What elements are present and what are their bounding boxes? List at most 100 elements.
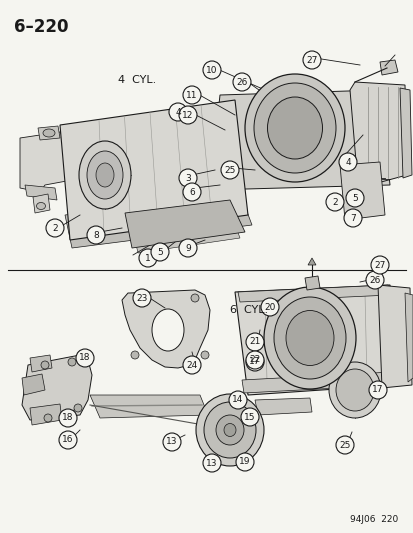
Ellipse shape — [244, 74, 344, 182]
Circle shape — [183, 86, 201, 104]
Circle shape — [139, 249, 157, 267]
Circle shape — [131, 351, 139, 359]
Ellipse shape — [43, 129, 55, 137]
Text: 23: 23 — [136, 294, 147, 303]
Circle shape — [190, 294, 199, 302]
Circle shape — [260, 298, 278, 316]
Text: 27: 27 — [373, 261, 385, 270]
Polygon shape — [25, 185, 57, 200]
Text: 18: 18 — [62, 414, 74, 423]
Polygon shape — [130, 205, 240, 253]
Text: 6  CYL.: 6 CYL. — [230, 305, 268, 315]
Text: 14: 14 — [232, 395, 243, 405]
Ellipse shape — [267, 97, 322, 159]
Polygon shape — [237, 285, 389, 302]
Text: 1: 1 — [145, 254, 150, 262]
Text: 7: 7 — [349, 214, 355, 222]
Polygon shape — [307, 258, 315, 265]
Text: 2: 2 — [331, 198, 337, 206]
Circle shape — [151, 243, 169, 261]
Text: 4  CYL.: 4 CYL. — [118, 75, 156, 85]
Circle shape — [59, 409, 77, 427]
Circle shape — [178, 169, 197, 187]
Polygon shape — [235, 285, 394, 395]
Text: 25: 25 — [339, 440, 350, 449]
Ellipse shape — [195, 394, 263, 466]
Ellipse shape — [335, 369, 373, 411]
Ellipse shape — [223, 424, 235, 437]
Circle shape — [178, 106, 197, 124]
Polygon shape — [404, 293, 412, 382]
Circle shape — [365, 271, 383, 289]
Circle shape — [68, 358, 76, 366]
Polygon shape — [349, 82, 406, 185]
Text: 5: 5 — [157, 247, 162, 256]
Circle shape — [136, 296, 144, 304]
Circle shape — [245, 351, 263, 369]
Ellipse shape — [36, 203, 45, 209]
Circle shape — [169, 103, 187, 121]
Text: 4: 4 — [175, 108, 180, 117]
Text: 9: 9 — [185, 244, 190, 253]
Text: 12: 12 — [182, 110, 193, 119]
Text: 2: 2 — [52, 223, 58, 232]
Polygon shape — [22, 355, 92, 420]
Text: 21: 21 — [249, 337, 260, 346]
Circle shape — [233, 73, 250, 91]
Text: 17: 17 — [249, 358, 260, 367]
Circle shape — [338, 153, 356, 171]
Circle shape — [345, 189, 363, 207]
Ellipse shape — [273, 297, 345, 379]
Circle shape — [46, 219, 64, 237]
Polygon shape — [339, 162, 384, 220]
Ellipse shape — [96, 163, 114, 187]
Text: 18: 18 — [79, 353, 90, 362]
Ellipse shape — [204, 402, 255, 458]
Circle shape — [76, 349, 94, 367]
Circle shape — [74, 404, 82, 412]
Text: 3: 3 — [185, 174, 190, 182]
Polygon shape — [399, 88, 411, 178]
Polygon shape — [254, 398, 311, 415]
Circle shape — [201, 351, 209, 359]
Ellipse shape — [87, 151, 123, 199]
Polygon shape — [242, 372, 394, 393]
Text: 16: 16 — [62, 435, 74, 445]
Text: 4: 4 — [344, 157, 350, 166]
Circle shape — [202, 61, 221, 79]
Ellipse shape — [152, 309, 183, 351]
Polygon shape — [125, 200, 244, 248]
Ellipse shape — [254, 83, 335, 173]
Text: 11: 11 — [186, 91, 197, 100]
Polygon shape — [122, 290, 209, 368]
Polygon shape — [209, 90, 389, 190]
Polygon shape — [30, 404, 62, 425]
Text: 20: 20 — [263, 303, 275, 311]
Circle shape — [202, 454, 221, 472]
Text: 94J06  220: 94J06 220 — [349, 515, 397, 524]
Circle shape — [228, 391, 247, 409]
Ellipse shape — [285, 311, 333, 366]
Circle shape — [245, 353, 263, 371]
Circle shape — [325, 193, 343, 211]
Ellipse shape — [328, 362, 380, 418]
Text: 26: 26 — [236, 77, 247, 86]
Ellipse shape — [263, 287, 355, 389]
Polygon shape — [38, 126, 60, 140]
Polygon shape — [90, 395, 207, 418]
Polygon shape — [65, 193, 252, 248]
Circle shape — [87, 226, 105, 244]
Circle shape — [370, 256, 388, 274]
Circle shape — [183, 356, 201, 374]
Text: 8: 8 — [93, 230, 99, 239]
Text: 6: 6 — [189, 188, 195, 197]
Text: 27: 27 — [306, 55, 317, 64]
Text: 19: 19 — [239, 457, 250, 466]
Text: 24: 24 — [186, 360, 197, 369]
Text: 26: 26 — [368, 276, 380, 285]
Circle shape — [343, 209, 361, 227]
Circle shape — [163, 433, 180, 451]
Text: 13: 13 — [206, 458, 217, 467]
Polygon shape — [30, 355, 52, 372]
Polygon shape — [379, 60, 397, 75]
